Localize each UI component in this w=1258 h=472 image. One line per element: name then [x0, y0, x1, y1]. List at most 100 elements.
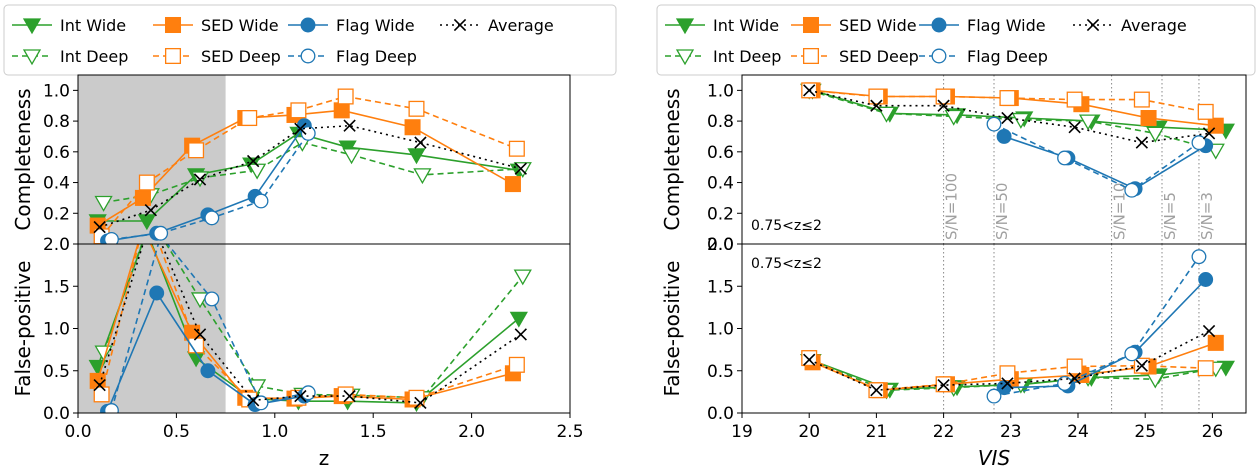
data-point-sed_deep — [241, 110, 258, 127]
y-tick-label: 0.5 — [707, 362, 734, 382]
x-tick-label: 1.0 — [261, 422, 288, 442]
legend-marker — [22, 49, 42, 66]
data-point-int_deep — [513, 269, 532, 286]
data-point-sed_deep — [1197, 103, 1214, 120]
data-point-flag_deep — [1124, 182, 1140, 198]
legend-marker — [931, 17, 947, 33]
data-point-flag_deep — [153, 225, 169, 241]
series-line-flag_deep — [993, 123, 1200, 192]
legend-label: Flag Wide — [336, 16, 415, 35]
data-point-average — [937, 378, 950, 392]
data-point-int_deep — [1011, 112, 1031, 129]
data-point-flag_deep — [300, 125, 316, 141]
legend-label: SED Deep — [839, 47, 919, 66]
data-point-int_deep — [877, 106, 896, 123]
data-point-average — [1068, 372, 1081, 385]
data-point-sed_deep — [337, 386, 354, 403]
data-point-flag_deep — [253, 395, 269, 411]
x-tick-label: 20 — [798, 422, 820, 442]
data-point-flag_deep — [1124, 346, 1140, 362]
x-tick-label: 24 — [1067, 422, 1089, 442]
data-point-flag_deep — [204, 291, 220, 307]
legend-entry-sed_wide: SED Wide — [791, 16, 917, 35]
false-positive-subplot: 0.75<z≤2 0.0 0.5 1.0 1.5 2.0 False-positive — [660, 235, 1247, 424]
y-tick-label: 1.0 — [707, 81, 734, 101]
series-line-sed_deep — [100, 95, 518, 237]
y-tick-label: 0.8 — [707, 112, 734, 132]
data-point-sed_deep — [999, 90, 1016, 107]
data-point-sed_wide — [1207, 334, 1224, 351]
data-point-int_deep — [944, 109, 963, 126]
data-point-flag_deep — [104, 231, 119, 244]
data-point-average — [414, 136, 427, 149]
sn-label: S/N=10 — [1111, 183, 1129, 240]
data-point-flag_deep — [204, 210, 220, 226]
data-point-sed_deep — [408, 100, 425, 117]
legend-label: Flag Deep — [336, 47, 417, 66]
y-tick-label: 0.0 — [707, 404, 734, 424]
data-point-sed_wide — [1140, 110, 1157, 127]
legend-entry-int_wide: Int Wide — [665, 16, 779, 35]
legend-entry-int_deep: Int Deep — [665, 47, 781, 66]
legend-entry-int_deep: Int Deep — [12, 47, 128, 66]
legend-label: Int Wide — [60, 16, 126, 35]
data-point-average — [803, 353, 816, 366]
annotation: 0.75<z≤2 — [751, 218, 822, 234]
legend-label: SED Deep — [201, 47, 281, 66]
data-point-sed_deep — [935, 88, 952, 105]
y-tick-label: 1.5 — [43, 277, 70, 297]
x-tick-label: 22 — [933, 422, 955, 442]
x-tick-label: 2.5 — [556, 422, 583, 442]
data-point-sed_deep — [999, 365, 1016, 382]
legend-entry-sed_deep: SED Deep — [153, 47, 281, 66]
y-axis-label: Completeness — [660, 88, 684, 230]
data-point-flag_deep — [1191, 135, 1207, 151]
sn-label: S/N=100 — [943, 173, 961, 240]
legend-entry-average: Average — [1073, 16, 1187, 35]
data-point-average — [1068, 121, 1081, 134]
series-line-int_wide — [97, 132, 519, 222]
series-group — [800, 82, 1235, 198]
data-point-int_deep — [1146, 126, 1165, 143]
series-line-sed_deep — [100, 244, 518, 401]
data-point-sed_wide — [404, 119, 421, 136]
right-panel: S/N=100 S/N=50 S/N=10 S/N=5 S/N=3 0.75<z≤2 0.0… — [660, 74, 1247, 470]
series-line-flag_wide — [1004, 278, 1207, 389]
y-tick-label: 0.6 — [43, 143, 70, 163]
legend-marker — [164, 16, 182, 34]
data-point-sed_wide — [333, 102, 350, 119]
x-tick-label: 26 — [1202, 422, 1224, 442]
data-point-average — [246, 154, 260, 168]
legend-label: Int Wide — [713, 16, 779, 35]
data-point-average — [193, 173, 207, 186]
data-point-sed_deep — [1066, 91, 1083, 108]
x-tick-label: 19 — [731, 422, 753, 442]
data-point-int_wide — [407, 148, 426, 165]
data-point-flag_deep — [300, 385, 316, 401]
data-point-average — [870, 99, 883, 112]
data-point-flag_wide — [1198, 272, 1214, 287]
data-point-sed_deep — [1133, 91, 1150, 108]
y-tick-label: 0.6 — [707, 143, 734, 163]
data-point-average — [414, 396, 427, 410]
data-point-average — [294, 122, 307, 135]
y-axis-label: Completeness — [11, 88, 35, 230]
data-point-sed_deep — [1197, 360, 1214, 377]
legend-marker — [802, 16, 820, 34]
data-point-sed_deep — [508, 140, 525, 157]
legend-entry-flag_deep: Flag Deep — [288, 47, 417, 66]
series-line-int_deep — [103, 141, 523, 204]
data-point-int_deep — [94, 195, 113, 212]
legend-label: Int Deep — [60, 47, 128, 66]
y-tick-label: 0.5 — [43, 362, 70, 382]
data-point-average — [294, 389, 307, 403]
data-point-flag_wide — [200, 363, 216, 379]
series-line-flag_deep — [993, 256, 1200, 397]
completeness-subplot: 0.2 0.4 0.6 0.8 1.0 Completeness — [11, 74, 571, 245]
data-point-average — [1001, 111, 1014, 125]
x-tick-label: 2.0 — [458, 422, 485, 442]
completeness-subplot: S/N=100 S/N=50 S/N=10 S/N=5 S/N=3 0.75<z≤2 0.0… — [660, 74, 1247, 255]
data-point-flag_wide — [996, 129, 1012, 144]
legend-marker — [675, 18, 695, 35]
x-tick-label: 0.0 — [64, 422, 91, 442]
